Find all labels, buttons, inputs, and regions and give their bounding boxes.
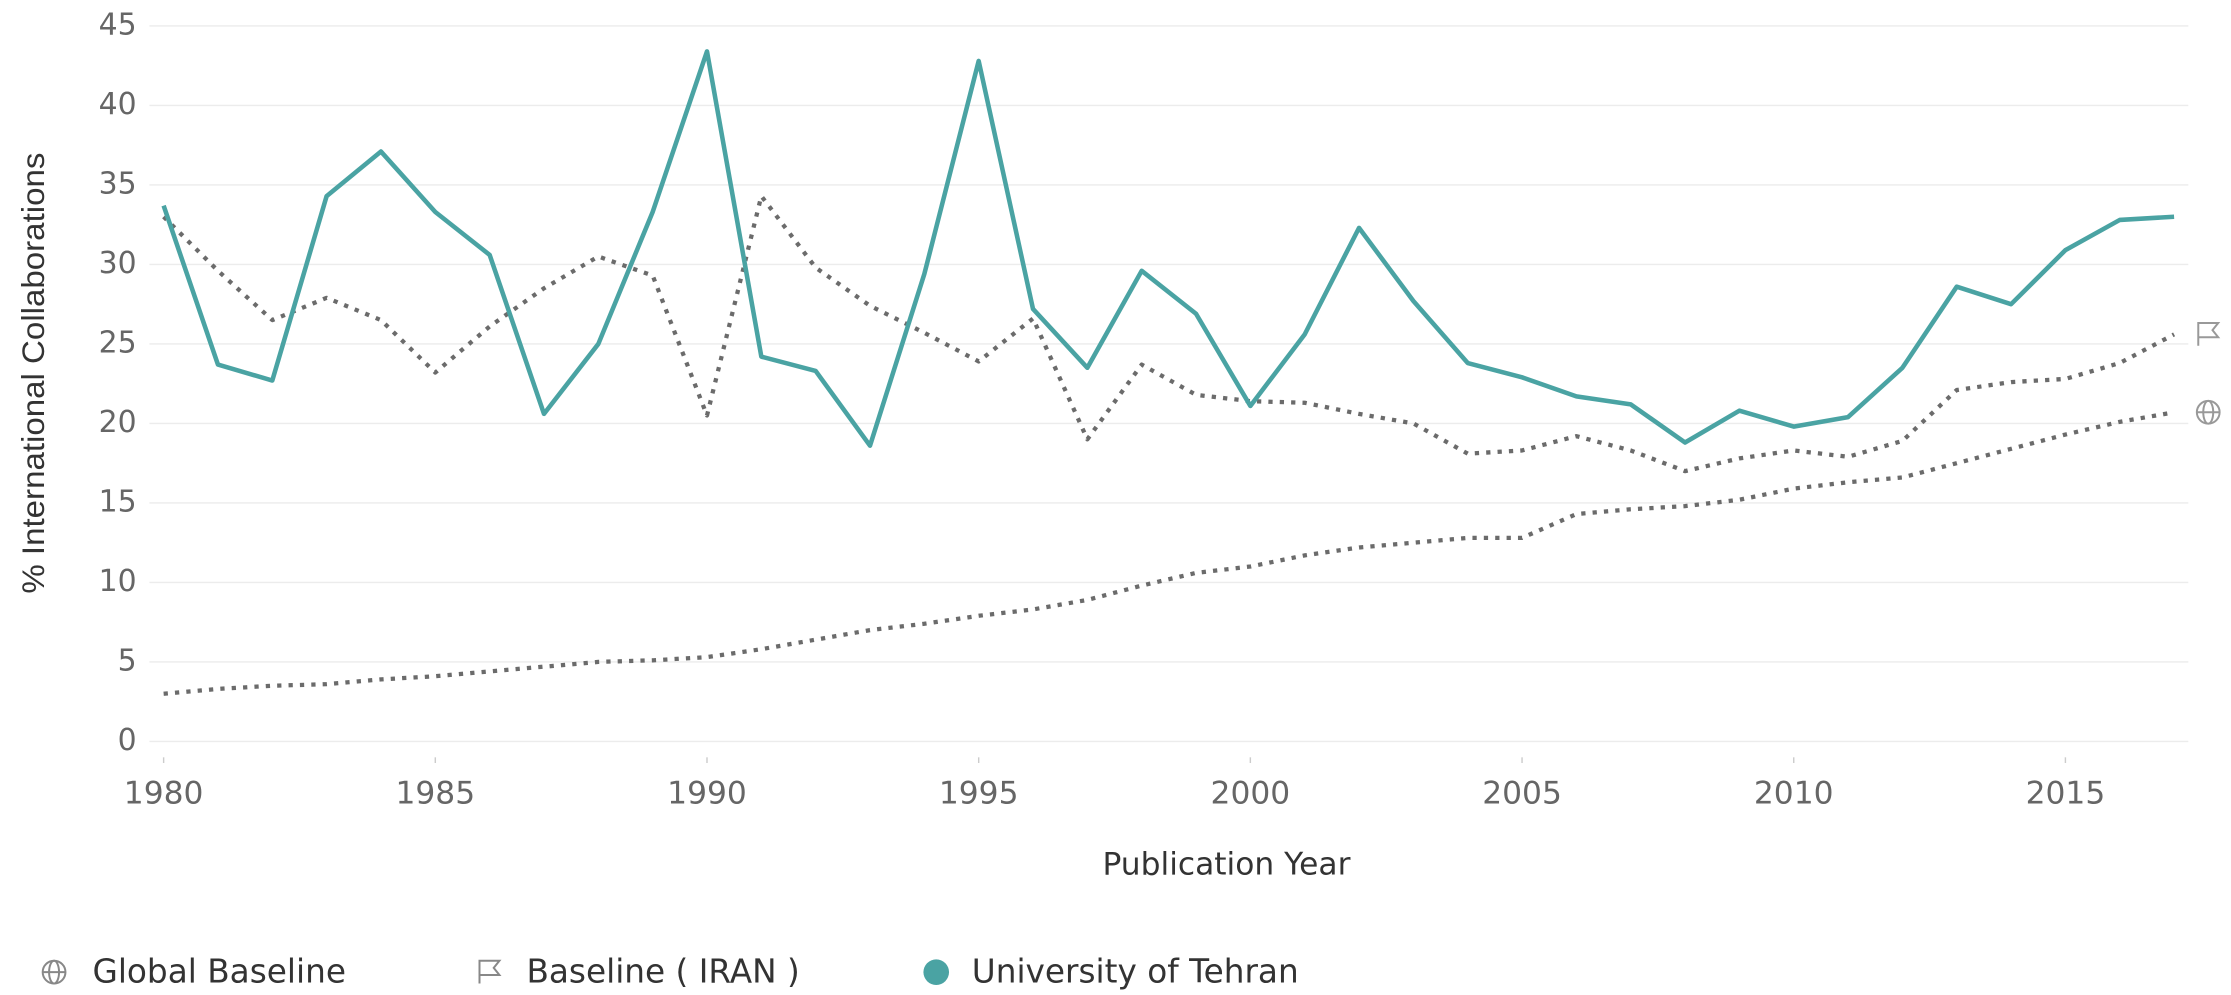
y-tick-label: 10 — [99, 564, 137, 599]
y-tick-label: 15 — [99, 484, 137, 519]
y-tick-label: 5 — [118, 643, 137, 678]
x-tick-label: 1985 — [395, 775, 475, 811]
legend-label: Global Baseline — [92, 953, 346, 991]
x-axis-title: Publication Year — [1102, 846, 1350, 882]
flag-icon — [2197, 322, 2221, 346]
x-tick-label: 1995 — [939, 775, 1019, 811]
series-line — [162, 193, 2176, 474]
y-tick-label: 25 — [99, 325, 137, 360]
y-tick-label: 35 — [99, 166, 137, 201]
series-line — [163, 410, 2175, 696]
x-tick-label: 2005 — [1482, 775, 1562, 811]
y-axis-title: % International Collaborations — [16, 153, 51, 594]
x-tick-label: 1980 — [124, 775, 204, 811]
legend-label: University of Tehran — [972, 953, 1299, 991]
y-tick-label: 45 — [99, 7, 137, 42]
y-tick-label: 30 — [99, 246, 137, 281]
x-tick-label: 2015 — [2026, 775, 2106, 811]
x-tick-label: 1990 — [667, 775, 747, 811]
globe-icon — [2195, 399, 2221, 425]
globe-icon — [41, 959, 67, 985]
x-tick-label: 2010 — [1754, 775, 1834, 811]
flag-icon — [478, 959, 502, 984]
y-tick-label: 40 — [99, 87, 137, 122]
y-tick-label: 0 — [118, 723, 137, 758]
dot-icon — [923, 959, 950, 985]
series-line — [161, 49, 2175, 448]
x-tick-label: 2000 — [1211, 775, 1291, 811]
legend-label: Baseline ( IRAN ) — [526, 953, 799, 991]
y-tick-label: 20 — [99, 405, 137, 440]
